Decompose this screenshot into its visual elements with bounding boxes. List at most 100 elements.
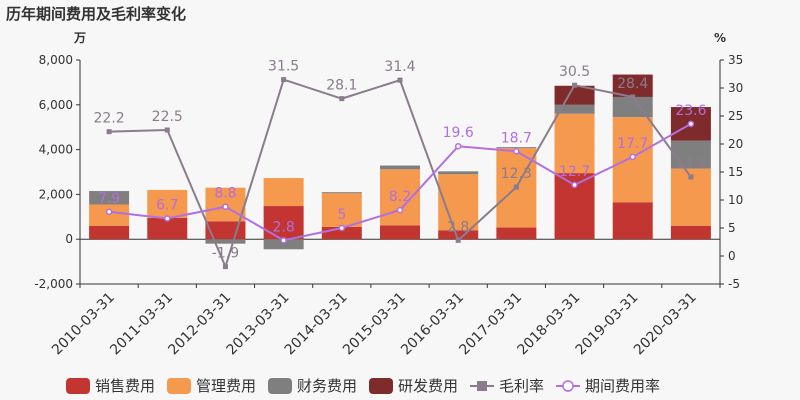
legend-label-期间费用率: 期间费用率 <box>585 377 660 395</box>
data-label-期间费用率: 2.8 <box>273 219 295 235</box>
data-label-毛利率: 22.2 <box>94 111 125 127</box>
data-label-期间费用率: 8.2 <box>389 189 411 205</box>
point-期间费用率 <box>280 237 287 244</box>
y-right-tick-label: 15 <box>728 165 743 179</box>
bar-财务费用 <box>321 192 362 194</box>
bar-财务费用 <box>612 96 653 118</box>
data-label-毛利率: 31.5 <box>268 59 299 75</box>
point-毛利率 <box>455 237 461 243</box>
legend-label-研发费用: 研发费用 <box>398 377 458 395</box>
bar-研发费用 <box>612 74 653 97</box>
point-期间费用率 <box>164 215 171 222</box>
bar-财务费用 <box>496 147 537 149</box>
bar-财务费用 <box>205 239 246 244</box>
bar-管理费用 <box>263 178 304 207</box>
bar-销售费用 <box>380 225 420 240</box>
data-label-期间费用率: 12.7 <box>559 164 590 180</box>
legend-label-销售费用: 销售费用 <box>95 377 155 395</box>
data-label-期间费用率: 18.7 <box>501 130 532 146</box>
data-label-毛利率: 28.1 <box>326 78 357 94</box>
point-毛利率 <box>572 82 578 88</box>
y-left-tick-label: 4,000 <box>39 143 73 157</box>
legend-swatch-管理费用 <box>167 378 191 394</box>
y-left-tick-label: 2,000 <box>39 187 73 201</box>
data-label-毛利率: 2.8 <box>447 219 469 235</box>
bar-财务费用 <box>263 239 304 250</box>
y-right-tick-label: -5 <box>728 277 740 291</box>
data-label-期间费用率: 8.8 <box>214 186 236 202</box>
data-label-期间费用率: 5 <box>337 207 346 223</box>
legend-label-财务费用: 财务费用 <box>297 377 357 395</box>
y-right-tick-label: 30 <box>728 81 743 95</box>
bar-管理费用 <box>380 169 420 226</box>
legend-marker-期间费用率 <box>562 380 574 392</box>
x-tick-label: 2020-03-31 <box>631 290 700 359</box>
point-期间费用率 <box>396 206 404 214</box>
data-label-期间费用率: 23.6 <box>675 103 706 119</box>
y-left-tick-label: -2,000 <box>34 277 73 291</box>
point-毛利率 <box>339 96 345 102</box>
bar-财务费用 <box>89 191 130 205</box>
y-right-unit: % <box>714 31 726 45</box>
bar-财务费用 <box>380 165 420 170</box>
bar-管理费用 <box>147 189 188 218</box>
y-right-tick-label: 0 <box>728 249 736 263</box>
data-label-毛利率: 31.4 <box>384 59 415 75</box>
bar-研发费用 <box>554 85 595 105</box>
point-毛利率 <box>281 77 287 83</box>
point-毛利率 <box>688 174 694 180</box>
data-label-毛利率: 30.5 <box>559 64 590 80</box>
y-right-tick-label: 25 <box>728 109 743 123</box>
bar-销售费用 <box>612 202 653 240</box>
data-label-毛利率: 12.3 <box>501 166 532 182</box>
bar-管理费用 <box>321 193 362 227</box>
legend-swatch-研发费用 <box>369 378 393 394</box>
point-毛利率 <box>630 94 636 100</box>
data-label-期间费用率: 6.7 <box>156 197 178 213</box>
data-label-期间费用率: 17.7 <box>617 136 648 152</box>
legend-label-管理费用: 管理费用 <box>196 377 256 395</box>
y-right-tick-label: 5 <box>728 221 736 235</box>
data-label-毛利率: 14.1 <box>675 156 706 172</box>
legend-swatch-销售费用 <box>66 378 90 394</box>
bar-销售费用 <box>670 225 711 240</box>
y-left-unit: 万 <box>73 31 86 45</box>
bar-财务费用 <box>554 104 595 114</box>
y-right-tick-label: 35 <box>728 53 743 67</box>
point-期间费用率 <box>338 224 346 232</box>
bar-财务费用 <box>670 140 711 169</box>
point-期间费用率 <box>105 208 113 216</box>
data-label-毛利率: 22.5 <box>152 109 183 125</box>
legend-marker-毛利率 <box>477 381 487 391</box>
y-left-tick-label: 0 <box>65 232 73 246</box>
point-期间费用率 <box>454 142 462 150</box>
point-毛利率 <box>513 184 519 190</box>
y-right-tick-label: 10 <box>728 193 743 207</box>
data-label-期间费用率: 19.6 <box>443 125 474 141</box>
bar-销售费用 <box>438 230 479 240</box>
data-label-期间费用率: 7.9 <box>98 191 120 207</box>
bar-财务费用 <box>438 171 479 175</box>
data-label-毛利率: -1.9 <box>212 246 239 262</box>
legend-swatch-财务费用 <box>268 378 292 394</box>
point-期间费用率 <box>571 181 578 189</box>
bar-销售费用 <box>147 217 188 240</box>
legend-label-毛利率: 毛利率 <box>499 377 544 395</box>
y-right-tick-label: 20 <box>728 137 743 151</box>
point-期间费用率 <box>687 120 695 128</box>
chart-title: 历年期间费用及毛利率变化 <box>6 5 187 23</box>
bar-管理费用 <box>89 204 130 226</box>
point-毛利率 <box>222 264 228 270</box>
point-期间费用率 <box>629 153 636 161</box>
point-期间费用率 <box>513 148 520 155</box>
point-毛利率 <box>106 129 112 135</box>
data-label-毛利率: 28.4 <box>617 76 648 92</box>
y-left-tick-label: 8,000 <box>39 53 73 67</box>
point-毛利率 <box>164 127 170 133</box>
point-期间费用率 <box>222 203 229 210</box>
bar-管理费用 <box>554 113 595 174</box>
point-毛利率 <box>397 77 403 83</box>
y-left-tick-label: 6,000 <box>39 98 73 112</box>
